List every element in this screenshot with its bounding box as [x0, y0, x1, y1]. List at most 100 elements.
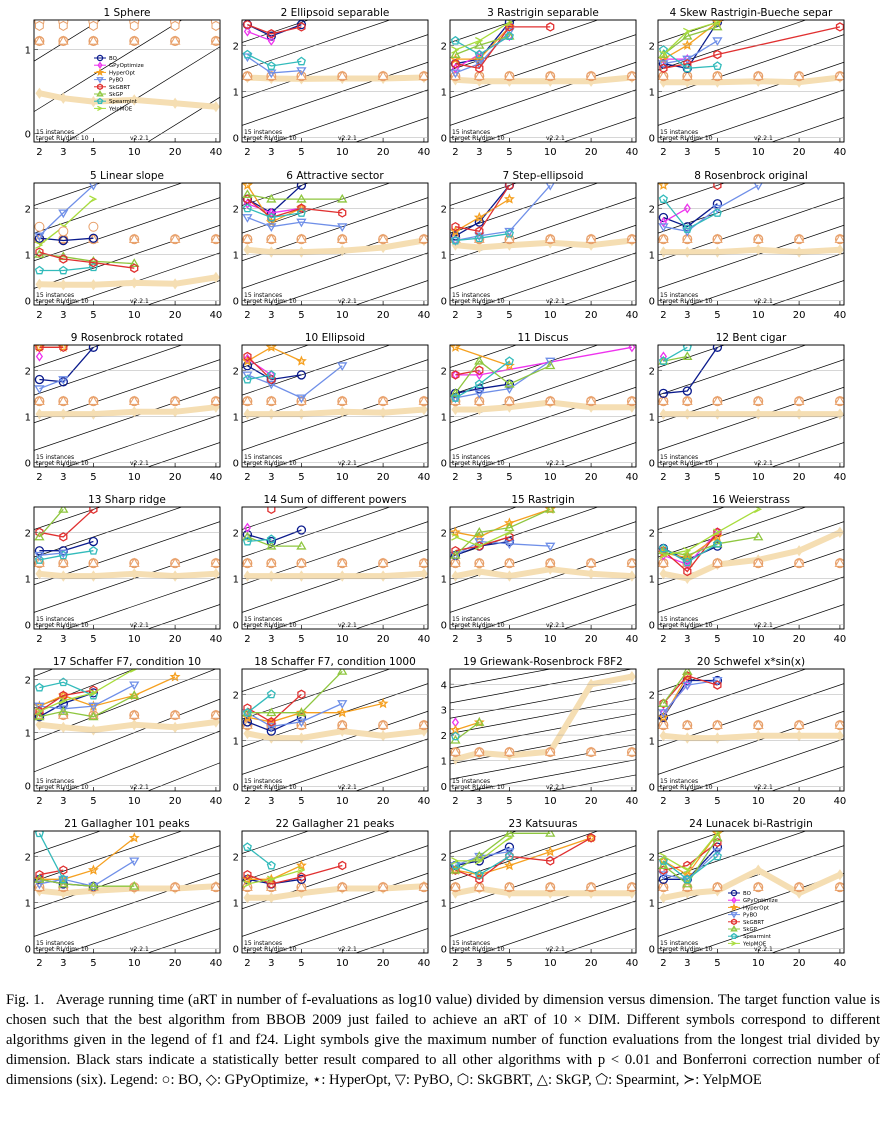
- x-tick-label: 40: [210, 958, 223, 969]
- marker-gpyoptimize: [475, 403, 484, 416]
- series-line: [247, 702, 343, 728]
- marker-spearmint: [242, 49, 252, 59]
- guide-line: [34, 507, 102, 530]
- guide-line: [34, 831, 102, 854]
- x-tick-label: 10: [128, 634, 141, 645]
- panel-plot-area: [242, 20, 428, 142]
- version-label: v2.2.1: [546, 784, 565, 791]
- panel-border: [449, 830, 637, 954]
- series-line: [455, 21, 510, 51]
- legend-label: GPyOptimize: [743, 898, 778, 904]
- marker-skgp: [34, 711, 45, 721]
- marker-spearmint: [730, 932, 738, 939]
- guide-line: [450, 669, 553, 689]
- marker-skgp: [712, 881, 723, 891]
- y-tick-label: 2: [649, 204, 655, 215]
- x-tick-label: 2: [452, 147, 458, 158]
- target-label: target RL/dim: 10: [244, 946, 297, 953]
- x-tick-label: 3: [60, 472, 66, 483]
- series-hyperopt: [450, 193, 515, 237]
- panel-title: 22 Gallagher 21 peaks: [276, 818, 395, 830]
- guide-line: [242, 548, 428, 613]
- marker-pybo: [730, 912, 738, 919]
- x-tick-label: 10: [752, 147, 765, 158]
- x-tick-label: 10: [544, 958, 557, 969]
- guide-line: [273, 252, 428, 305]
- x-tick-label: 10: [752, 796, 765, 807]
- target-label: target RL/dim: 10: [244, 460, 297, 467]
- marker-spearmint: [682, 63, 692, 73]
- marker-gpyoptimize: [89, 95, 98, 108]
- guide-line: [562, 117, 636, 142]
- panel-border: [241, 19, 429, 143]
- marker-skgp: [474, 527, 485, 536]
- guide-line: [242, 872, 428, 937]
- x-tick-label: 2: [452, 634, 458, 645]
- target-label: target RL/dim: 10: [36, 622, 89, 629]
- marker-pybo: [58, 209, 69, 219]
- instances-label: 15 instances: [660, 940, 698, 947]
- panel-border: [657, 506, 845, 630]
- x-tick-label: 10: [336, 147, 349, 158]
- x-tick-label: 2: [660, 147, 666, 158]
- marker-gpyoptimize: [754, 864, 763, 876]
- x-tick-label: 3: [476, 147, 482, 158]
- marker-spearmint: [682, 874, 692, 884]
- marker-skgp: [626, 233, 636, 243]
- guide-line: [562, 442, 636, 467]
- series-line: [39, 552, 64, 556]
- guide-line: [658, 710, 844, 775]
- marker-skgp: [377, 557, 389, 567]
- panel-title: 1 Sphere: [103, 7, 150, 19]
- panel-6: 0 1 2 2 3 5 10 20 40 6 Attractive sector 15 instan…: [233, 170, 431, 321]
- guide-line: [481, 576, 636, 629]
- y-tick-label: 1: [25, 898, 31, 909]
- series-line: [455, 360, 510, 399]
- marker-pybo: [58, 875, 69, 885]
- marker-bo: [58, 377, 68, 387]
- x-tick-label: 20: [793, 634, 806, 645]
- instances-label: 15 instances: [36, 292, 74, 299]
- marker-hyperopt: [503, 193, 515, 204]
- marker-skgp: [473, 395, 485, 405]
- x-tick-label: 20: [377, 634, 390, 645]
- y-tick-label: 0: [649, 620, 655, 631]
- series-yelpmoe: [35, 669, 139, 716]
- panel-title: 3 Rastrigin separable: [487, 7, 599, 19]
- panel-title: 23 Katsuuras: [509, 818, 578, 830]
- marker-gpyoptimize: [59, 721, 68, 733]
- marker-pybo: [682, 681, 693, 691]
- reference-band: [452, 74, 635, 85]
- x-tick-label: 40: [210, 796, 223, 807]
- panel-title: 16 Weierstrass: [712, 494, 790, 506]
- series-line: [247, 670, 343, 714]
- panel-title: 13 Sharp ridge: [88, 494, 166, 506]
- guide-line: [34, 698, 220, 773]
- marker-skgp: [504, 557, 515, 567]
- marker-skgp: [129, 258, 140, 268]
- guide-line: [242, 386, 428, 451]
- marker-spearmint: [682, 557, 692, 567]
- legend-label: GPyOptimize: [109, 63, 144, 69]
- reference-band: [660, 246, 843, 256]
- series-line: [663, 207, 688, 223]
- panel-plot-area: [242, 669, 428, 791]
- x-tick-label: 2: [452, 796, 458, 807]
- series-line: [663, 184, 759, 232]
- marker-skgp: [473, 70, 485, 80]
- x-tick-label: 40: [210, 472, 223, 483]
- guide-line: [658, 984, 844, 985]
- y-tick-label: 1: [441, 898, 447, 909]
- marker-skgp: [450, 388, 461, 397]
- y-tick-label: 1: [25, 574, 31, 585]
- marker-skgbrt: [243, 869, 252, 880]
- marker-skgp: [544, 746, 556, 756]
- marker-skgbrt: [835, 22, 844, 32]
- y-tick-label: 0: [649, 133, 655, 144]
- marker-spearmint: [34, 265, 44, 275]
- x-tick-label: 40: [626, 958, 639, 969]
- panel-title: 19 Griewank-Rosenbrock F8F2: [463, 656, 623, 668]
- x-tick-label: 10: [128, 147, 141, 158]
- y-tick-label: 0: [649, 458, 655, 469]
- marker-skgp: [681, 70, 693, 80]
